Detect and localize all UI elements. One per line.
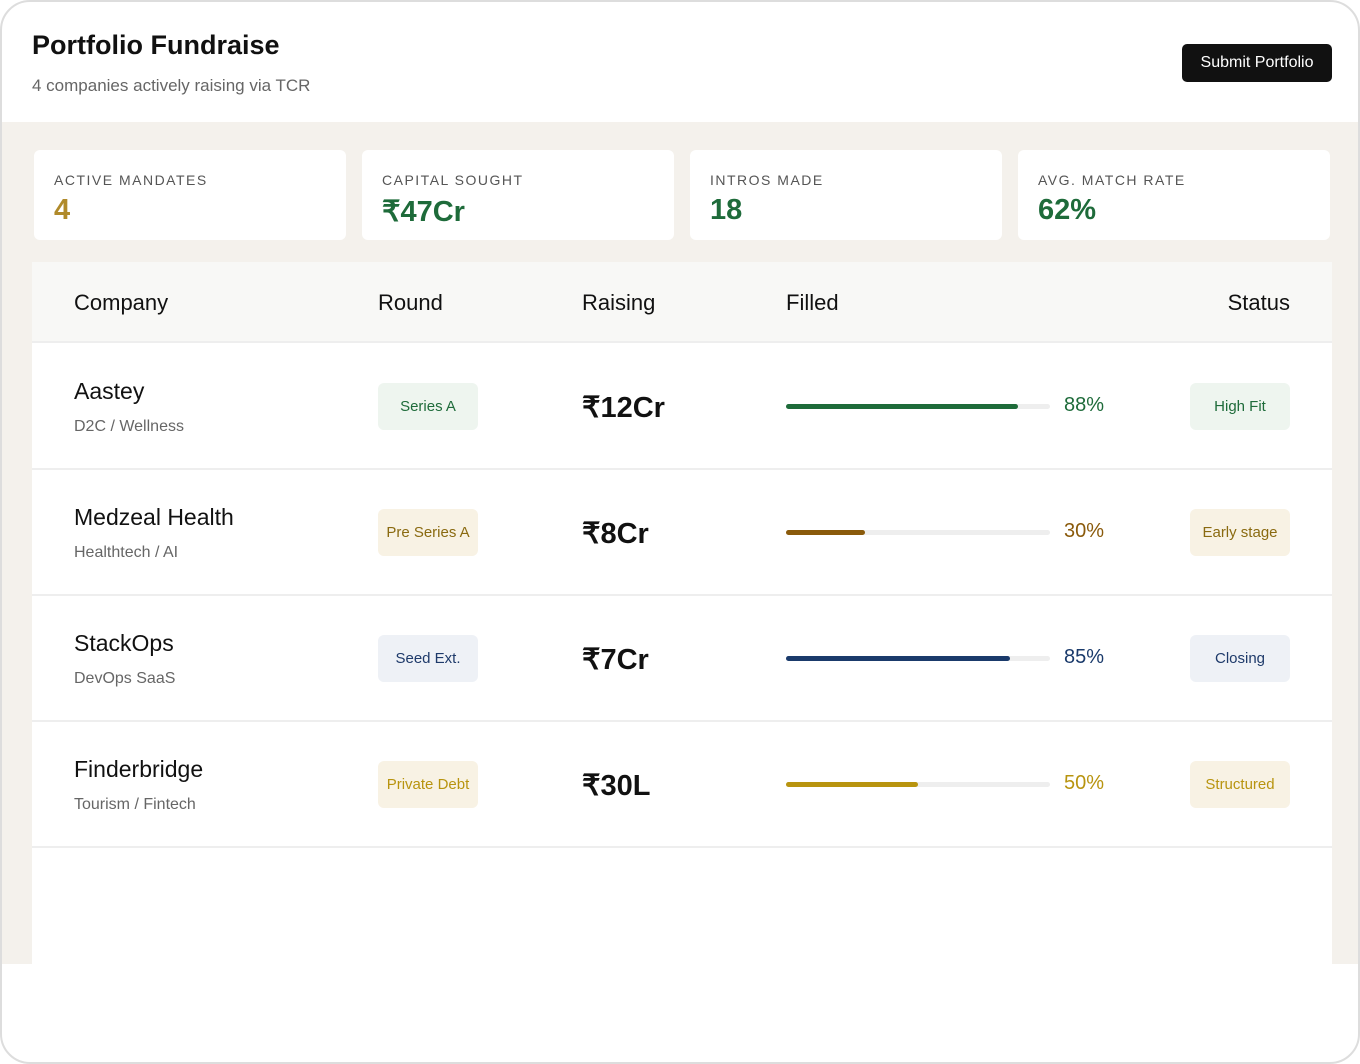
progress-fill	[786, 656, 1011, 661]
raising-amount: ₹12Cr	[582, 392, 665, 424]
progress-track	[786, 404, 1050, 409]
table: Company Round Raising Filled Status Aastey D2…	[32, 262, 1332, 964]
company-name: Finderbridge	[74, 756, 204, 782]
table-row: Finderbridge Tourism / Fintech Private Deb…	[32, 722, 1332, 848]
round-pill: Series A	[378, 383, 478, 430]
round-pill: Pre Series A	[378, 509, 478, 556]
page-subtitle: 4 companies actively raising via TCR	[32, 76, 311, 95]
table-row: StackOps DevOps SaaS Seed Ext. ₹7Cr 85% Closi…	[32, 596, 1332, 722]
stat-value: 62%	[1038, 194, 1097, 226]
column-header: Round	[378, 290, 443, 315]
company-name: Aastey	[74, 378, 145, 404]
filled-percent: 85%	[1064, 646, 1105, 668]
progress-fill	[786, 404, 1019, 409]
table-header: Company Round Raising Filled Status	[32, 262, 1332, 343]
stat-card: CAPITAL SOUGHT ₹47Cr	[362, 150, 674, 240]
filled-percent: 88%	[1064, 394, 1105, 416]
progress-track	[786, 530, 1050, 535]
raising-amount: ₹8Cr	[582, 518, 649, 550]
stat-card: ACTIVE MANDATES 4	[34, 150, 346, 240]
stat-value: 4	[54, 194, 71, 226]
page-title: Portfolio Fundraise	[32, 30, 280, 60]
progress-fill	[786, 782, 918, 787]
progress-track	[786, 656, 1050, 661]
progress-track	[786, 782, 1050, 787]
company-sector: Healthtech / AI	[74, 544, 179, 561]
filled-percent: 50%	[1064, 772, 1105, 794]
round-pill: Private Debt	[378, 761, 478, 808]
progress-fill	[786, 530, 866, 535]
stat-label: INTROS MADE	[710, 172, 824, 188]
stat-label: ACTIVE MANDATES	[54, 172, 208, 188]
column-header: Status	[1227, 290, 1290, 315]
stat-label: CAPITAL SOUGHT	[382, 172, 524, 188]
raising-amount: ₹30L	[582, 770, 651, 802]
company-sector: Tourism / Fintech	[74, 796, 196, 813]
stat-card: INTROS MADE 18	[690, 150, 1002, 240]
status-pill: Closing	[1190, 635, 1290, 682]
status-pill: Early stage	[1190, 509, 1290, 556]
filled-percent: 30%	[1064, 520, 1105, 542]
company-sector: DevOps SaaS	[74, 670, 176, 687]
company-name: StackOps	[74, 630, 174, 656]
stat-card: AVG. MATCH RATE 62%	[1018, 150, 1330, 240]
stat-label: AVG. MATCH RATE	[1038, 172, 1186, 188]
table-row: Medzeal Health Healthtech / AI Pre Series …	[32, 470, 1332, 596]
status-pill: High Fit	[1190, 383, 1290, 430]
stat-value: ₹47Cr	[382, 196, 465, 228]
round-pill: Seed Ext.	[378, 635, 478, 682]
column-header: Filled	[786, 290, 839, 315]
status-pill: Structured	[1190, 761, 1290, 808]
stat-value: 18	[710, 194, 743, 226]
raising-amount: ₹7Cr	[582, 644, 649, 676]
company-sector: D2C / Wellness	[74, 418, 184, 435]
column-header: Raising	[582, 290, 656, 315]
company-name: Medzeal Health	[74, 504, 234, 530]
table-row: Aastey D2C / Wellness Series A ₹12Cr 88% High…	[32, 344, 1332, 470]
submit-button[interactable]: Submit Portfolio	[1182, 44, 1332, 82]
column-header: Company	[74, 290, 169, 315]
